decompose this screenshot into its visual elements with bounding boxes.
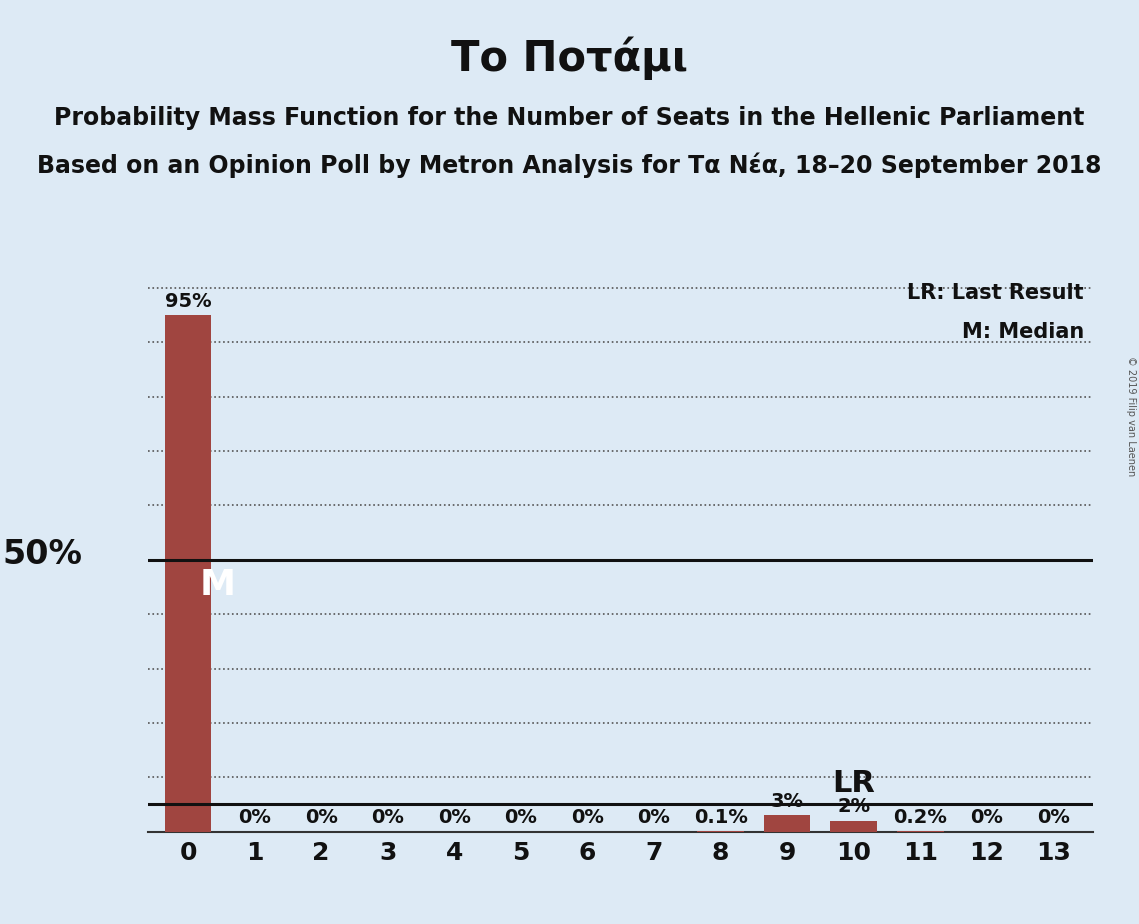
Text: M: Median: M: Median	[961, 322, 1084, 342]
Text: LR: Last Result: LR: Last Result	[908, 283, 1084, 303]
Bar	[165, 315, 212, 832]
Text: 0%: 0%	[238, 808, 271, 827]
Text: 0%: 0%	[505, 808, 538, 827]
Text: 0%: 0%	[305, 808, 337, 827]
Text: Το Ποτάμι: Το Ποτάμι	[451, 37, 688, 80]
Text: 0%: 0%	[970, 808, 1003, 827]
Text: 0%: 0%	[1036, 808, 1070, 827]
Text: Based on an Opinion Poll by Metron Analysis for Τα Νέα, 18–20 September 2018: Based on an Opinion Poll by Metron Analy…	[38, 152, 1101, 178]
Text: 2%: 2%	[837, 797, 870, 817]
Text: 3%: 3%	[771, 792, 804, 811]
Text: 50%: 50%	[2, 538, 82, 571]
Text: LR: LR	[833, 769, 875, 798]
Text: Probability Mass Function for the Number of Seats in the Hellenic Parliament: Probability Mass Function for the Number…	[55, 106, 1084, 130]
Bar	[764, 815, 811, 832]
Text: 0.1%: 0.1%	[694, 808, 747, 827]
Text: 0%: 0%	[437, 808, 470, 827]
Text: © 2019 Filip van Laenen: © 2019 Filip van Laenen	[1126, 356, 1136, 476]
Text: 95%: 95%	[165, 292, 212, 310]
Text: 0.2%: 0.2%	[893, 808, 948, 827]
Text: 0%: 0%	[571, 808, 604, 827]
Text: 0%: 0%	[638, 808, 671, 827]
Bar	[898, 831, 943, 832]
Text: M: M	[200, 568, 236, 602]
Text: 0%: 0%	[371, 808, 404, 827]
Bar	[830, 821, 877, 832]
